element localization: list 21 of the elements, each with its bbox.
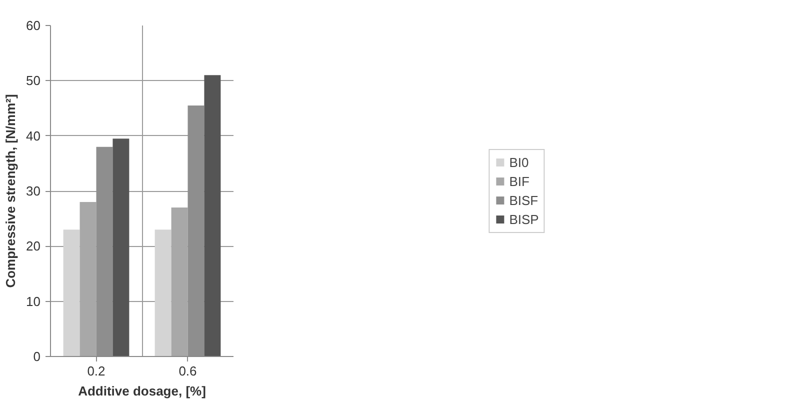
y-tick-label: 30 xyxy=(26,184,41,198)
y-tick-label: 50 xyxy=(26,73,41,88)
x-tick-label: 0.6 xyxy=(178,364,197,378)
y-tick-label: 40 xyxy=(26,128,41,144)
y-tick-label: 0 xyxy=(33,349,41,364)
bar xyxy=(154,230,172,356)
y-axis-title: Compressive strength, [N/mm²] xyxy=(3,94,18,288)
y-tick-label: 20 xyxy=(26,238,41,254)
legend-label: BISP xyxy=(509,212,539,226)
legend-label: BI0 xyxy=(509,154,530,170)
x-axis-title: Additive dosage, [%] xyxy=(78,384,206,398)
y-tick-label: 60 xyxy=(26,18,41,33)
legend-label: BIF xyxy=(509,174,530,188)
bar xyxy=(80,202,96,356)
x-tick-label: 0.2 xyxy=(87,364,106,378)
bar xyxy=(204,75,221,356)
bar xyxy=(63,230,80,356)
legend-label: BISF xyxy=(509,192,538,208)
y-tick-label: 10 xyxy=(26,294,41,309)
bar xyxy=(171,208,188,356)
bar xyxy=(112,138,130,356)
